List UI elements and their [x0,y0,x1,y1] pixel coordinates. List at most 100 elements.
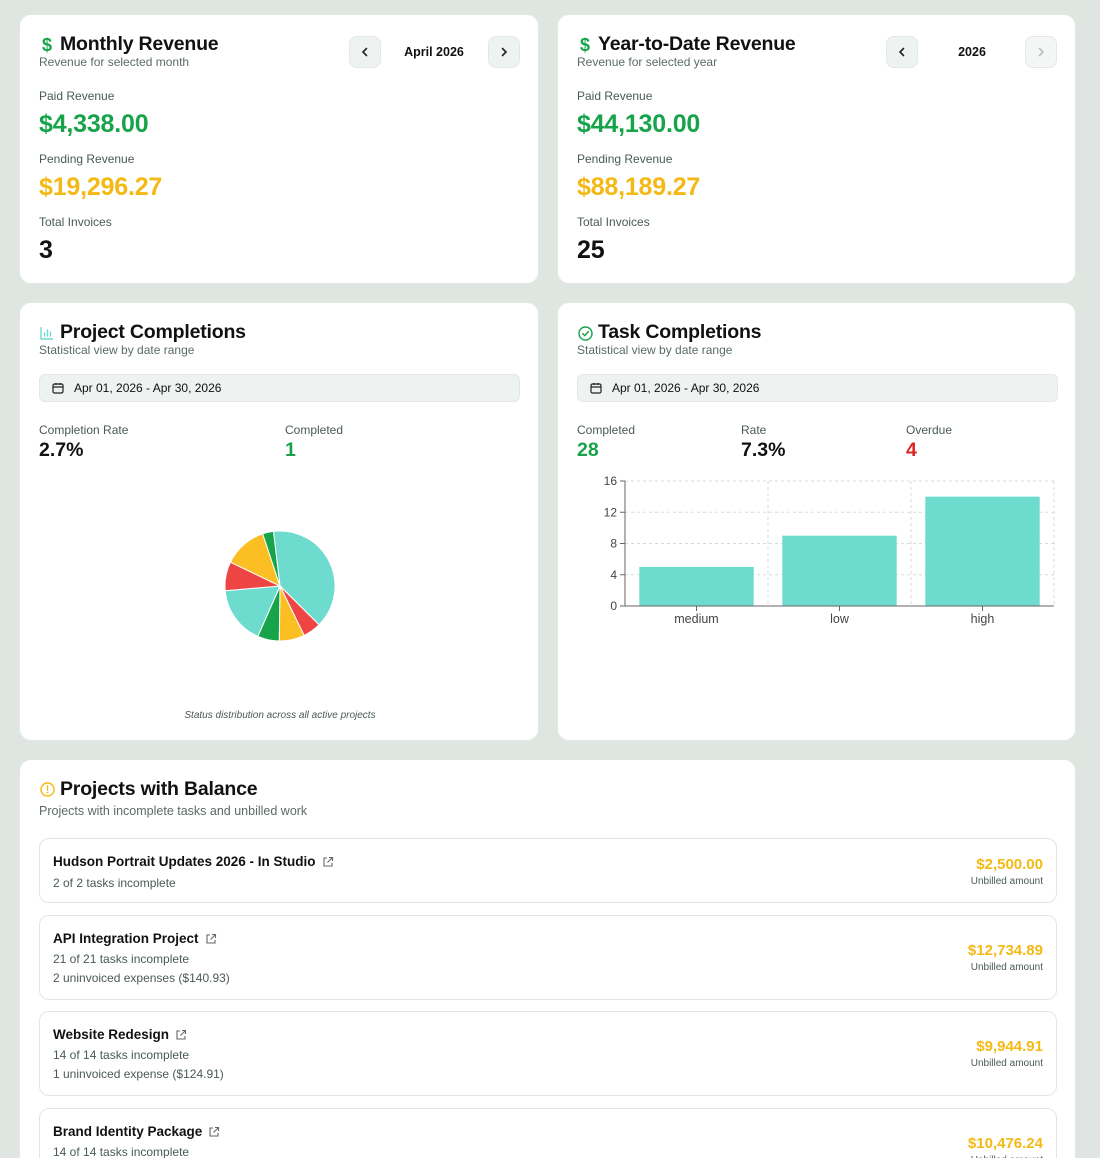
calendar-icon [52,382,64,394]
card-title: Projects with Balance [60,778,258,800]
overdue-value: 4 [906,439,917,461]
y-tick-label: 12 [604,505,618,519]
total-invoices-label: Total Invoices [39,215,112,229]
completed-value: 28 [577,439,599,461]
unbilled-amount-label: Unbilled amount [970,962,1043,973]
card-subtitle: Statistical view by date range [577,343,733,357]
date-range-text: Apr 01, 2026 - Apr 30, 2026 [74,381,222,395]
task-completions-card: Task Completions Statistical view by dat… [557,302,1076,741]
chevron-left-icon [898,47,905,57]
pie-caption: Status distribution across all active pr… [184,710,376,721]
x-tick-label: medium [674,612,718,626]
project-name-text: API Integration Project [53,931,199,946]
completion-rate-value: 2.7% [39,439,84,461]
external-link-icon[interactable] [322,856,334,868]
x-tick-label: low [830,612,850,626]
unbilled-amount: $10,476.24 [967,1135,1043,1152]
total-invoices-label: Total Invoices [577,215,650,229]
card-title: Task Completions [598,321,762,343]
unbilled-amount: $2,500.00 [976,856,1043,873]
project-row[interactable]: API Integration Project 21 of 21 tasks i… [39,915,1057,1000]
chevron-right-icon [1038,47,1045,57]
prev-month-button[interactable] [349,36,381,68]
rate-label: Rate [741,423,767,437]
dollar-icon: $ [579,35,590,55]
projects-with-balance-card: Projects with Balance Projects with inco… [19,759,1076,1158]
project-name: API Integration Project [53,931,217,946]
alert-circle-icon [39,781,55,797]
tasks-incomplete: 14 of 14 tasks incomplete [53,1145,190,1158]
card-title: Project Completions [60,321,246,343]
task-priority-bar-chart: 0 4 8 12 16 medium low high [604,474,1055,626]
paid-revenue-value: $4,338.00 [39,110,149,138]
uninvoiced-expenses: 1 uninvoiced expense ($124.91) [53,1067,224,1081]
next-year-button[interactable] [1025,36,1057,68]
project-row[interactable]: Brand Identity Package 14 of 14 tasks in… [39,1108,1057,1158]
unbilled-amount-label: Unbilled amount [970,876,1043,887]
card-subtitle: Statistical view by date range [39,343,195,357]
pending-revenue-label: Pending Revenue [577,152,673,166]
overdue-label: Overdue [906,423,953,437]
rate-value: 7.3% [741,439,786,461]
project-name: Website Redesign [53,1027,187,1042]
card-subtitle: Revenue for selected year [577,55,718,69]
y-tick-label: 16 [604,474,618,488]
card-title: Year-to-Date Revenue [598,33,796,55]
bar-high [925,496,1040,606]
dollar-icon: $ [41,35,52,55]
completed-label: Completed [577,423,636,437]
bar-chart-icon [39,325,55,341]
y-tick-label: 8 [610,537,617,551]
paid-revenue-label: Paid Revenue [39,89,115,103]
tasks-incomplete: 14 of 14 tasks incomplete [53,1048,190,1062]
y-tick-label: 0 [610,599,617,613]
bar-medium [639,566,754,606]
external-link-icon[interactable] [175,1029,187,1041]
selected-year-label: 2026 [958,45,986,59]
project-row[interactable]: Website Redesign 14 of 14 tasks incomple… [39,1011,1057,1096]
unbilled-amount-label: Unbilled amount [971,1155,1043,1158]
external-link-icon[interactable] [208,1126,220,1138]
pie-slice [224,585,281,637]
calendar-icon [590,382,602,394]
unbilled-amount: $12,734.89 [967,942,1043,959]
x-tick-label: high [971,612,995,626]
paid-revenue-value: $44,130.00 [577,110,701,138]
status-pie-chart [224,530,336,642]
completion-rate-label: Completion Rate [39,423,129,437]
total-invoices-value: 25 [577,236,605,264]
check-circle-icon [577,325,593,341]
external-link-icon[interactable] [205,933,217,945]
pie-slice [262,530,281,587]
project-name-text: Website Redesign [53,1027,170,1042]
project-name: Hudson Portrait Updates 2026 - In Studio [53,854,334,869]
monthly-revenue-card: $ Monthly Revenue Revenue for selected m… [19,14,539,284]
unbilled-amount-label: Unbilled amount [970,1058,1043,1069]
project-name: Brand Identity Package [53,1124,220,1139]
bar-low [782,535,897,606]
date-range-picker[interactable]: Apr 01, 2026 - Apr 30, 2026 [39,374,520,402]
chevron-left-icon [361,47,368,57]
prev-year-button[interactable] [886,36,918,68]
pie-slice [272,530,336,626]
ytd-revenue-card: $ Year-to-Date Revenue Revenue for selec… [557,14,1076,284]
tasks-incomplete: 2 of 2 tasks incomplete [53,876,176,890]
completed-value: 1 [285,439,296,461]
date-range-picker[interactable]: Apr 01, 2026 - Apr 30, 2026 [577,374,1058,402]
completed-label: Completed [285,423,344,437]
card-title: Monthly Revenue [60,33,219,55]
pending-revenue-value: $19,296.27 [39,173,163,201]
total-invoices-value: 3 [39,236,53,264]
next-month-button[interactable] [488,36,520,68]
paid-revenue-label: Paid Revenue [577,89,653,103]
selected-month-label: April 2026 [404,45,464,59]
y-tick-label: 4 [610,568,617,582]
project-row[interactable]: Hudson Portrait Updates 2026 - In Studio… [39,838,1057,903]
pending-revenue-label: Pending Revenue [39,152,135,166]
date-range-text: Apr 01, 2026 - Apr 30, 2026 [612,381,760,395]
project-name-text: Hudson Portrait Updates 2026 - In Studio [53,854,316,869]
project-completions-card: Project Completions Statistical view by … [19,302,539,741]
unbilled-amount: $9,944.91 [976,1038,1043,1055]
chevron-right-icon [501,47,508,57]
uninvoiced-expenses: 2 uninvoiced expenses ($140.93) [53,971,230,985]
